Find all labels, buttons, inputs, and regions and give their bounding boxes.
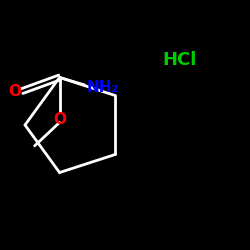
- Text: O: O: [53, 112, 66, 128]
- Text: O: O: [8, 84, 21, 99]
- Text: HCl: HCl: [163, 51, 197, 69]
- Text: NH₂: NH₂: [87, 80, 119, 95]
